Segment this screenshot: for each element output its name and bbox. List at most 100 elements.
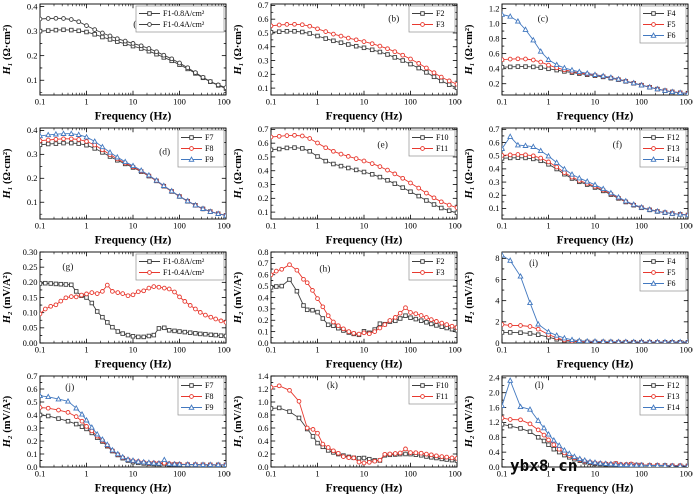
svg-text:0.20: 0.20: [23, 277, 38, 287]
svg-text:0.4: 0.4: [258, 42, 269, 52]
svg-text:(i): (i): [529, 258, 538, 269]
svg-text:F3: F3: [436, 20, 444, 29]
svg-text:2: 2: [495, 317, 499, 327]
svg-text:0.7: 0.7: [258, 258, 269, 268]
panel-j: 0.111010010000.00.10.20.30.40.50.60.7Fre…: [0, 371, 235, 496]
svg-text:0.1: 0.1: [35, 469, 46, 479]
svg-text:0.1: 0.1: [35, 97, 46, 107]
svg-text:Frequency (Hz): Frequency (Hz): [557, 483, 634, 495]
svg-text:0.2: 0.2: [258, 193, 269, 203]
svg-text:F1-0.4A/cm²: F1-0.4A/cm²: [163, 20, 205, 29]
svg-text:0.15: 0.15: [23, 292, 38, 302]
svg-text:10: 10: [129, 97, 138, 107]
svg-text:0.1: 0.1: [497, 221, 508, 231]
svg-text:F7: F7: [205, 133, 213, 142]
svg-text:(k): (k): [327, 380, 338, 391]
svg-text:F7: F7: [205, 381, 213, 390]
svg-text:0.6: 0.6: [489, 137, 500, 147]
svg-text:0.4: 0.4: [27, 410, 38, 420]
svg-text:F10: F10: [436, 381, 448, 390]
svg-text:0.25: 0.25: [23, 262, 38, 272]
svg-text:0.8: 0.8: [489, 33, 500, 43]
svg-text:0.00: 0.00: [23, 338, 38, 348]
svg-text:Frequency (Hz): Frequency (Hz): [326, 359, 403, 371]
svg-text:F4: F4: [667, 9, 675, 18]
svg-text:0.1: 0.1: [27, 75, 38, 85]
svg-text:0.0: 0.0: [489, 462, 500, 472]
svg-text:100: 100: [404, 97, 417, 107]
svg-text:F9: F9: [205, 403, 213, 412]
svg-text:F8: F8: [205, 392, 213, 401]
svg-text:1.4: 1.4: [258, 372, 269, 381]
svg-text:0.7: 0.7: [258, 124, 269, 134]
svg-text:10: 10: [591, 345, 600, 355]
svg-text:0.4: 0.4: [27, 125, 38, 135]
svg-text:0: 0: [495, 338, 499, 348]
svg-text:0.1: 0.1: [258, 326, 269, 336]
svg-text:1.0: 1.0: [489, 18, 500, 28]
svg-text:F2: F2: [436, 257, 444, 266]
svg-text:100: 100: [404, 345, 417, 355]
svg-text:100: 100: [173, 345, 186, 355]
svg-text:1: 1: [84, 345, 88, 355]
svg-text:H₁ (Ω·cm²): H₁ (Ω·cm²): [233, 148, 244, 199]
svg-text:F14: F14: [667, 403, 679, 412]
svg-text:100: 100: [404, 469, 417, 479]
svg-text:1: 1: [546, 469, 550, 479]
svg-text:F12: F12: [667, 381, 679, 390]
svg-text:F3: F3: [436, 268, 444, 277]
svg-text:0.7: 0.7: [489, 124, 500, 134]
svg-text:0.1: 0.1: [258, 83, 269, 93]
svg-text:0.0: 0.0: [258, 462, 269, 472]
svg-text:0.2: 0.2: [489, 190, 500, 200]
svg-text:0.30: 0.30: [23, 248, 38, 257]
svg-text:0.2: 0.2: [258, 315, 269, 325]
svg-text:1: 1: [315, 97, 319, 107]
svg-text:1.2: 1.2: [258, 384, 269, 394]
svg-text:0.1: 0.1: [266, 469, 277, 479]
svg-text:F1-0.4A/cm²: F1-0.4A/cm²: [163, 268, 205, 277]
svg-text:0.4: 0.4: [258, 436, 269, 446]
svg-text:0.7: 0.7: [27, 372, 38, 381]
svg-text:F10: F10: [436, 133, 448, 142]
svg-text:0.6: 0.6: [27, 384, 38, 394]
svg-text:H₂ (mV/A²): H₂ (mV/A²): [2, 395, 13, 448]
svg-text:F5: F5: [667, 20, 675, 29]
svg-text:Frequency (Hz): Frequency (Hz): [95, 111, 172, 123]
svg-text:F11: F11: [436, 392, 448, 401]
svg-text:0.8: 0.8: [489, 432, 500, 442]
svg-text:0.3: 0.3: [27, 149, 38, 159]
svg-text:0.1: 0.1: [27, 449, 38, 459]
svg-text:0.4: 0.4: [27, 1, 38, 11]
svg-text:4: 4: [495, 295, 500, 305]
svg-text:F13: F13: [667, 392, 679, 401]
svg-text:0.3: 0.3: [27, 423, 38, 433]
svg-text:1: 1: [315, 469, 319, 479]
svg-text:F14: F14: [667, 155, 679, 164]
svg-text:1: 1: [84, 469, 88, 479]
svg-text:(b): (b): [388, 14, 399, 25]
svg-text:0.2: 0.2: [27, 173, 38, 183]
svg-text:0.1: 0.1: [497, 345, 508, 355]
svg-text:0.1: 0.1: [258, 207, 269, 217]
svg-text:1: 1: [546, 97, 550, 107]
svg-text:H₁ (Ω·cm²): H₁ (Ω·cm²): [233, 24, 244, 75]
svg-text:10: 10: [360, 345, 369, 355]
svg-text:10: 10: [360, 97, 369, 107]
svg-text:0.1: 0.1: [35, 345, 46, 355]
svg-text:F12: F12: [667, 133, 679, 142]
